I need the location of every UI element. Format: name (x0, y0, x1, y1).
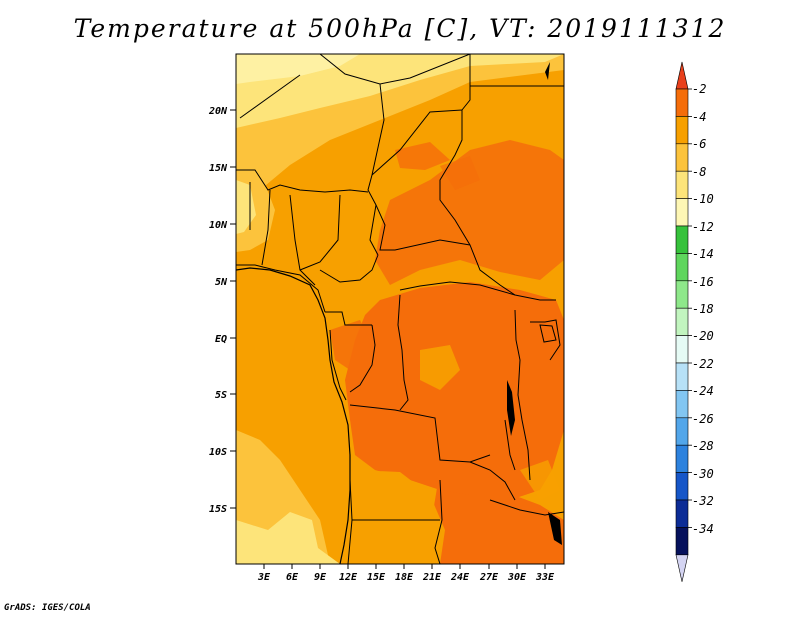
lon-tick-label: 9E (314, 572, 327, 583)
colorbar-bottom-arrow (675, 554, 689, 582)
colorbar-label: -16 (692, 275, 714, 289)
grads-credit: GrADS: IGES/COLA (4, 603, 91, 613)
lat-tick-label: 15S (209, 504, 227, 515)
lat-tick-label: 10S (209, 447, 227, 458)
lon-tick-label: 30E (507, 572, 527, 583)
lat-tick-label: 10N (209, 220, 228, 231)
colorbar-swatch (675, 527, 689, 556)
colorbar-label: -20 (692, 329, 714, 343)
colorbar-swatch (675, 198, 689, 227)
lat-tick-label: 5S (215, 390, 227, 401)
lat-tick-label: 15N (209, 163, 228, 174)
colorbar-label: -28 (692, 439, 714, 453)
colorbar-top-arrow (675, 61, 689, 90)
colorbar-label: -24 (692, 384, 714, 398)
colorbar-label: -12 (692, 220, 714, 234)
lon-tick-label: 33E (535, 572, 555, 583)
lat-tick-label: 5N (215, 277, 228, 288)
lat-tick-label: EQ (215, 334, 227, 345)
colorbar-label: -14 (692, 247, 714, 261)
colorbar-label: -6 (692, 137, 706, 151)
colorbar-label: -4 (692, 110, 706, 124)
colorbar-swatch (675, 417, 689, 446)
colorbar-swatch (675, 390, 689, 419)
colorbar-label: -30 (692, 467, 714, 481)
lon-tick-label: 3E (257, 572, 271, 583)
map-frame (235, 53, 565, 565)
colorbar-swatch (675, 335, 689, 364)
lat-tick-label: 20N (208, 106, 228, 117)
colorbar-label: -22 (692, 357, 714, 371)
colorbar-swatch (675, 472, 689, 501)
lon-tick-label: 21E (422, 572, 442, 583)
colorbar-swatch (675, 362, 689, 391)
lon-tick-label: 27E (479, 572, 499, 583)
temperature-field (236, 54, 564, 564)
lon-tick-label: 12E (339, 572, 358, 583)
colorbar (675, 61, 692, 582)
lon-tick-label: 15E (367, 572, 386, 583)
latitude-axis: 20N 15N 10N 5N EQ 5S 10S 15S (208, 106, 236, 515)
colorbar-label: -8 (692, 165, 706, 179)
colorbar-label: -26 (692, 412, 714, 426)
colorbar-swatch (675, 499, 689, 528)
country-borders (236, 54, 564, 564)
lon-tick-label: 24E (450, 572, 470, 583)
colorbar-labels: -2 -4 -6 -8 -10 -12 -14 -16 -18 -20 -22 … (692, 82, 714, 536)
colorbar-label: -18 (692, 302, 714, 316)
colorbar-swatch (675, 307, 689, 336)
colorbar-swatch (675, 280, 689, 309)
lakes (507, 62, 562, 545)
map-title: Temperature at 500hPa [C], VT: 201911131… (73, 14, 727, 43)
colorbar-swatch (675, 225, 689, 254)
colorbar-swatch (675, 253, 689, 282)
lon-tick-label: 6E (286, 572, 299, 583)
colorbar-swatch (675, 444, 689, 473)
colorbar-swatch (675, 88, 689, 117)
colorbar-swatch (675, 116, 689, 145)
colorbar-label: -32 (692, 494, 714, 508)
colorbar-label: -34 (692, 522, 714, 536)
lon-tick-label: 18E (395, 572, 414, 583)
colorbar-swatch (675, 143, 689, 172)
coastline (236, 267, 351, 564)
colorbar-label: -2 (692, 82, 706, 96)
longitude-axis: 3E 6E 9E 12E 15E 18E 21E 24E 27E 30E 33E (257, 564, 555, 583)
colorbar-swatch (675, 170, 689, 199)
colorbar-label: -10 (692, 192, 714, 206)
